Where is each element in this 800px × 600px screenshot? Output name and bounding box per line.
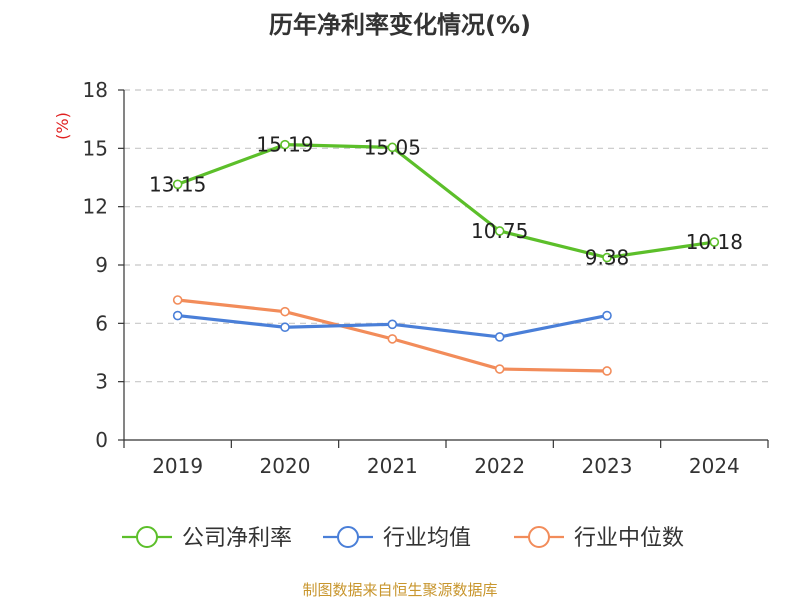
data-point[interactable] <box>172 310 183 321</box>
y-tick-label: 12 <box>83 195 108 219</box>
data-point[interactable] <box>494 226 505 236</box>
data-label: 15.05 <box>364 135 421 159</box>
data-label: 15.19 <box>256 133 313 157</box>
legend-marker <box>136 526 158 548</box>
data-label: 10.18 <box>686 230 743 254</box>
legend-marker <box>337 526 359 548</box>
y-tick-label: 6 <box>95 311 108 335</box>
data-point[interactable] <box>602 252 612 263</box>
data-point[interactable] <box>602 310 612 321</box>
x-tick-label: 2020 <box>260 454 311 478</box>
x-tick-label: 2019 <box>152 454 203 478</box>
data-point[interactable] <box>602 366 612 376</box>
data-label: 10.75 <box>471 219 528 243</box>
legend-label[interactable]: 行业中位数 <box>574 526 684 551</box>
series-line <box>177 143 715 260</box>
data-point[interactable] <box>494 332 505 342</box>
data-label: 13.15 <box>149 172 206 196</box>
data-point[interactable] <box>280 139 290 150</box>
chart-title: 历年净利率变化情况(%) <box>269 11 531 39</box>
y-tick-label: 18 <box>83 78 108 102</box>
legend[interactable]: 公司净利率 行业均值 行业中位数 <box>122 526 684 551</box>
grid-lines <box>124 89 768 383</box>
y-axis-label: (%) <box>53 112 72 140</box>
y-tick-label: 3 <box>95 370 108 394</box>
data-point[interactable] <box>387 142 398 153</box>
data-point[interactable] <box>494 364 505 374</box>
data-point[interactable] <box>172 179 183 190</box>
legend-marker <box>528 526 550 548</box>
series-layer: 13.15 15.19 15.05 10.75 9.38 10.18 <box>149 133 743 376</box>
legend-label[interactable]: 公司净利率 <box>182 526 292 551</box>
x-tick-label: 2021 <box>367 454 418 478</box>
data-point[interactable] <box>172 295 183 305</box>
y-tick-label: 15 <box>83 136 108 160</box>
data-label: 9.38 <box>585 246 630 270</box>
axes: 0 3 6 9 12 15 18 2019 2020 2021 2022 2023 2024 <box>83 78 769 478</box>
data-point[interactable] <box>280 322 290 333</box>
y-tick-label: 0 <box>95 428 108 452</box>
x-tick-label: 2024 <box>689 454 740 478</box>
source-note: 制图数据来自恒生聚源数据库 <box>302 581 497 599</box>
y-tick-label: 9 <box>95 253 108 277</box>
x-tick-label: 2023 <box>582 454 633 478</box>
data-point[interactable] <box>387 334 398 344</box>
legend-label[interactable]: 行业均值 <box>383 526 471 551</box>
data-point[interactable] <box>387 319 398 330</box>
data-point[interactable] <box>709 237 720 247</box>
data-point[interactable] <box>280 306 290 317</box>
x-tick-label: 2022 <box>474 454 525 478</box>
